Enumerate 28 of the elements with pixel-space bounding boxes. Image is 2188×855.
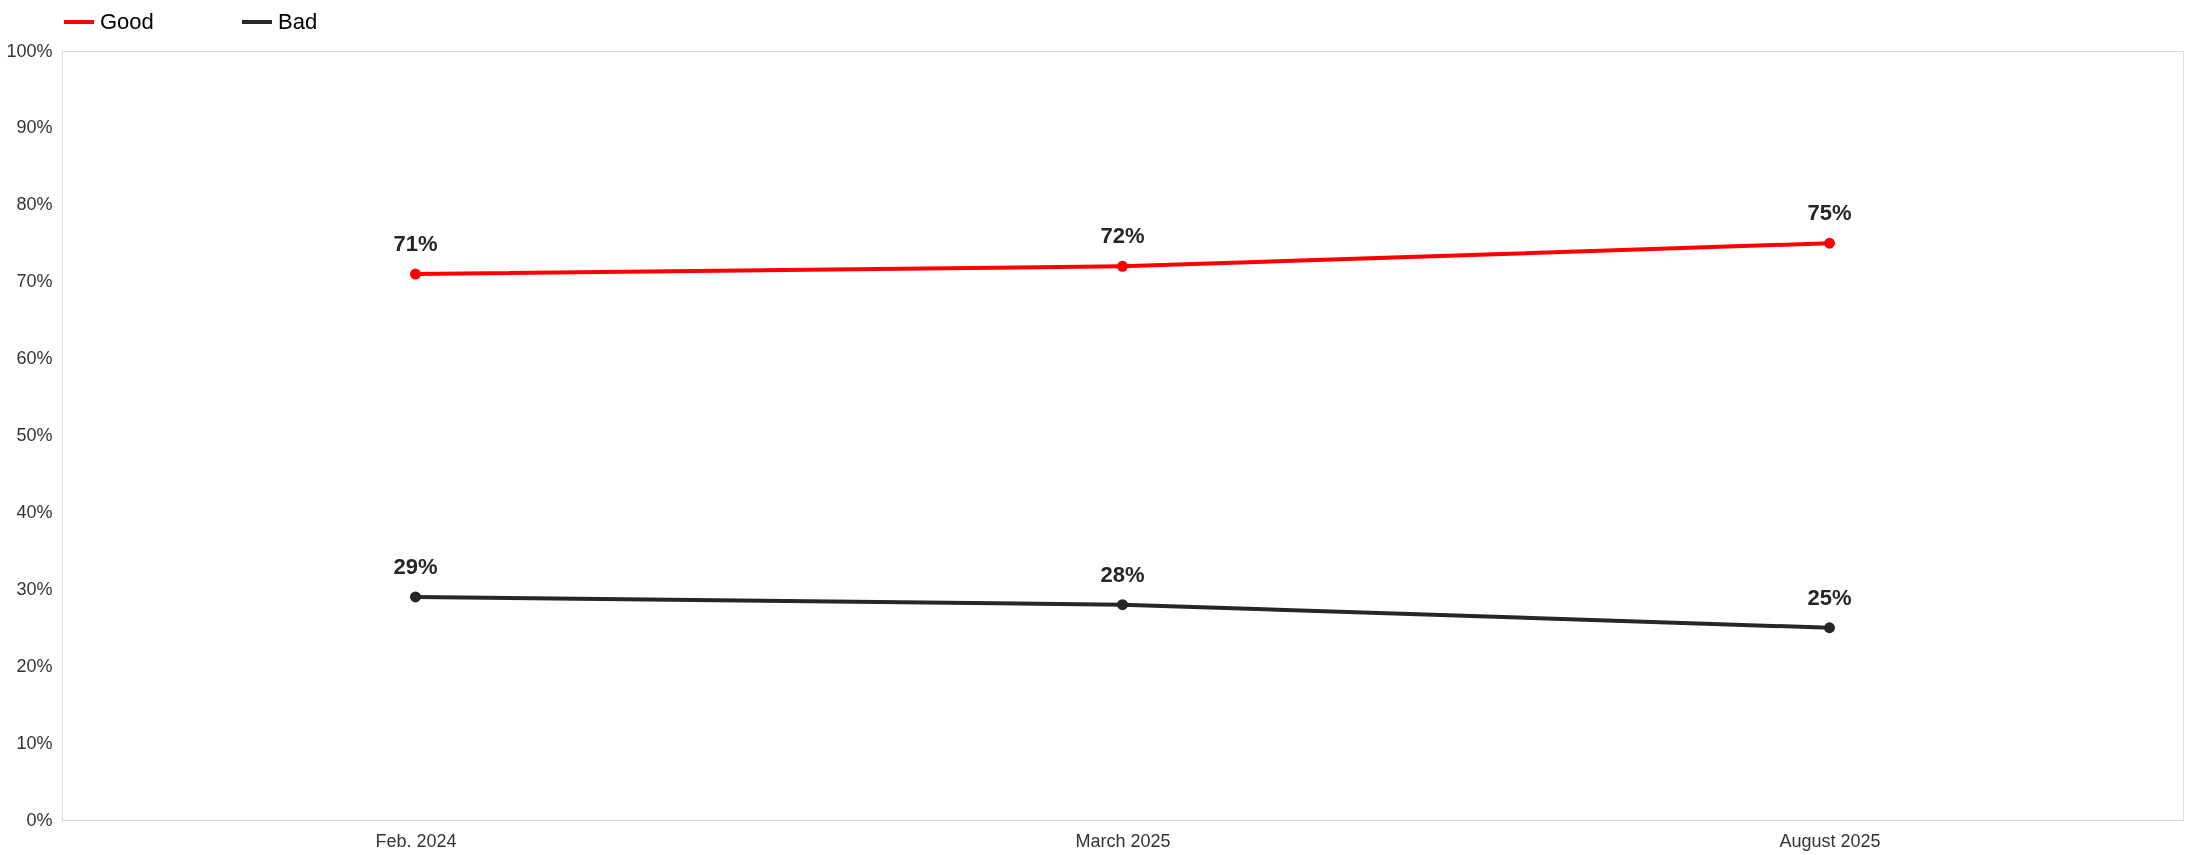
legend-label: Good: [100, 9, 154, 34]
point: [1824, 622, 1835, 634]
y-tick-label: 50%: [16, 425, 53, 445]
y-tick-label: 90%: [16, 117, 53, 138]
x-tick-label: Feb. 2024: [375, 830, 457, 851]
y-tick-label: 30%: [16, 578, 53, 599]
y-tick-label: 60%: [16, 348, 53, 369]
data-label: 28%: [1100, 561, 1145, 587]
y-tick-label: 100%: [6, 40, 53, 61]
point: [410, 591, 421, 603]
y-tick-label: 0%: [26, 809, 53, 830]
x-tick-label: August 2025: [1779, 830, 1881, 851]
legend-label: Bad: [278, 9, 318, 34]
point: [410, 268, 421, 280]
point: [1824, 237, 1835, 249]
data-label: 29%: [393, 553, 438, 579]
data-label: 25%: [1807, 584, 1852, 610]
y-tick-label: 10%: [16, 732, 53, 753]
x-tick-label: March 2025: [1075, 830, 1171, 851]
y-tick-label: 40%: [16, 501, 53, 522]
data-label: 75%: [1807, 200, 1852, 226]
data-label: 71%: [393, 231, 438, 257]
y-tick-label: 80%: [16, 194, 53, 215]
point: [1117, 599, 1128, 611]
y-tick-label: 20%: [16, 655, 53, 676]
y-tick-label: 70%: [16, 271, 53, 292]
data-label: 72%: [1100, 223, 1145, 249]
point: [1117, 260, 1128, 272]
